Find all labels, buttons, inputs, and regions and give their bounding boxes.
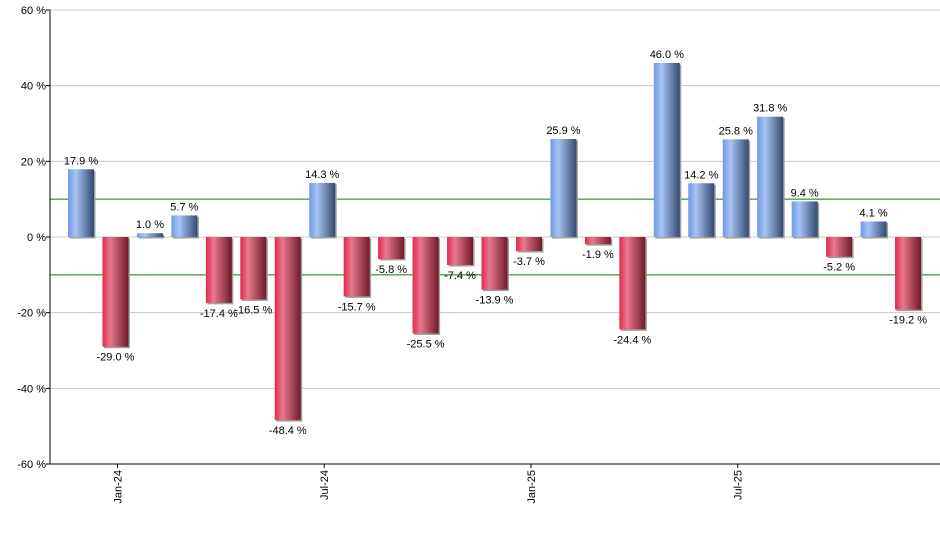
data-label: 25.9 % (546, 125, 580, 137)
data-label: -1.9 % (582, 249, 614, 261)
bar (412, 237, 439, 334)
bars (68, 62, 923, 422)
data-label: -29.0 % (96, 352, 134, 364)
data-label: 25.8 % (719, 125, 753, 137)
data-label: -5.2 % (823, 262, 855, 274)
bar (447, 237, 474, 265)
x-tick-label: Jan-24 (112, 470, 124, 504)
bar (826, 237, 853, 257)
data-label: 46.0 % (650, 49, 684, 61)
data-label: -17.4 % (200, 308, 238, 320)
data-label: -15.7 % (338, 301, 376, 313)
bar (722, 139, 749, 237)
data-label: -16.5 % (234, 304, 272, 316)
y-tick-label: 0 % (27, 232, 46, 244)
y-tick-label: -20 % (17, 308, 46, 320)
data-labels: 17.9 % -29.0 % 1.0 % 5.7 % -17.4 %-16.5 % -48… (64, 49, 927, 437)
bar (584, 237, 611, 245)
data-label: 14.2 % (684, 169, 718, 181)
y-tick-label: -40 % (17, 383, 46, 395)
y-tick-label: -60 % (17, 459, 46, 471)
data-label: 1.0 % (136, 219, 164, 231)
x-tick-label: Jan-25 (526, 470, 538, 504)
bar (378, 237, 405, 259)
bar (102, 237, 129, 347)
data-label: -5.8 % (375, 264, 407, 276)
x-axis: Jan-24 Jul-24 Jan-25 Jul-25 (50, 463, 940, 504)
bar (860, 221, 887, 237)
bar (895, 237, 922, 310)
data-label: -24.4 % (613, 334, 651, 346)
bar (205, 237, 232, 303)
bar (274, 237, 301, 421)
bar (619, 237, 646, 330)
data-label: -13.9 % (476, 295, 514, 307)
bar (309, 182, 336, 237)
y-tick-label: 40 % (21, 81, 46, 93)
bar (550, 139, 577, 237)
data-label: 17.9 % (64, 155, 98, 167)
bar (171, 215, 198, 237)
data-label: 5.7 % (170, 201, 198, 213)
x-tick-label: Jul-25 (733, 470, 745, 500)
data-label: 14.3 % (305, 169, 339, 181)
bar (68, 169, 94, 237)
data-label: -19.2 % (889, 315, 927, 327)
bar (136, 233, 163, 237)
bar (653, 62, 680, 237)
data-label: 4.1 % (860, 207, 888, 219)
bar (688, 183, 715, 237)
data-label: -25.5 % (407, 338, 445, 350)
y-axis: 60 % 40 % 20 % 0 % -20 % -40 % -60 % (17, 5, 51, 471)
bar (481, 237, 508, 290)
bar (791, 201, 818, 237)
x-tick-label: Jul-24 (319, 470, 331, 500)
bar (515, 237, 542, 251)
data-label: -48.4 % (269, 425, 307, 437)
y-tick-label: 60 % (21, 5, 46, 17)
bar (757, 116, 784, 237)
data-label: -3.7 % (513, 256, 545, 268)
data-label: -7.4 % (444, 270, 476, 282)
bar (240, 237, 267, 300)
data-label: 31.8 % (753, 103, 787, 115)
data-label: 9.4 % (791, 187, 819, 199)
bar (343, 237, 370, 297)
y-tick-label: 20 % (21, 156, 46, 168)
